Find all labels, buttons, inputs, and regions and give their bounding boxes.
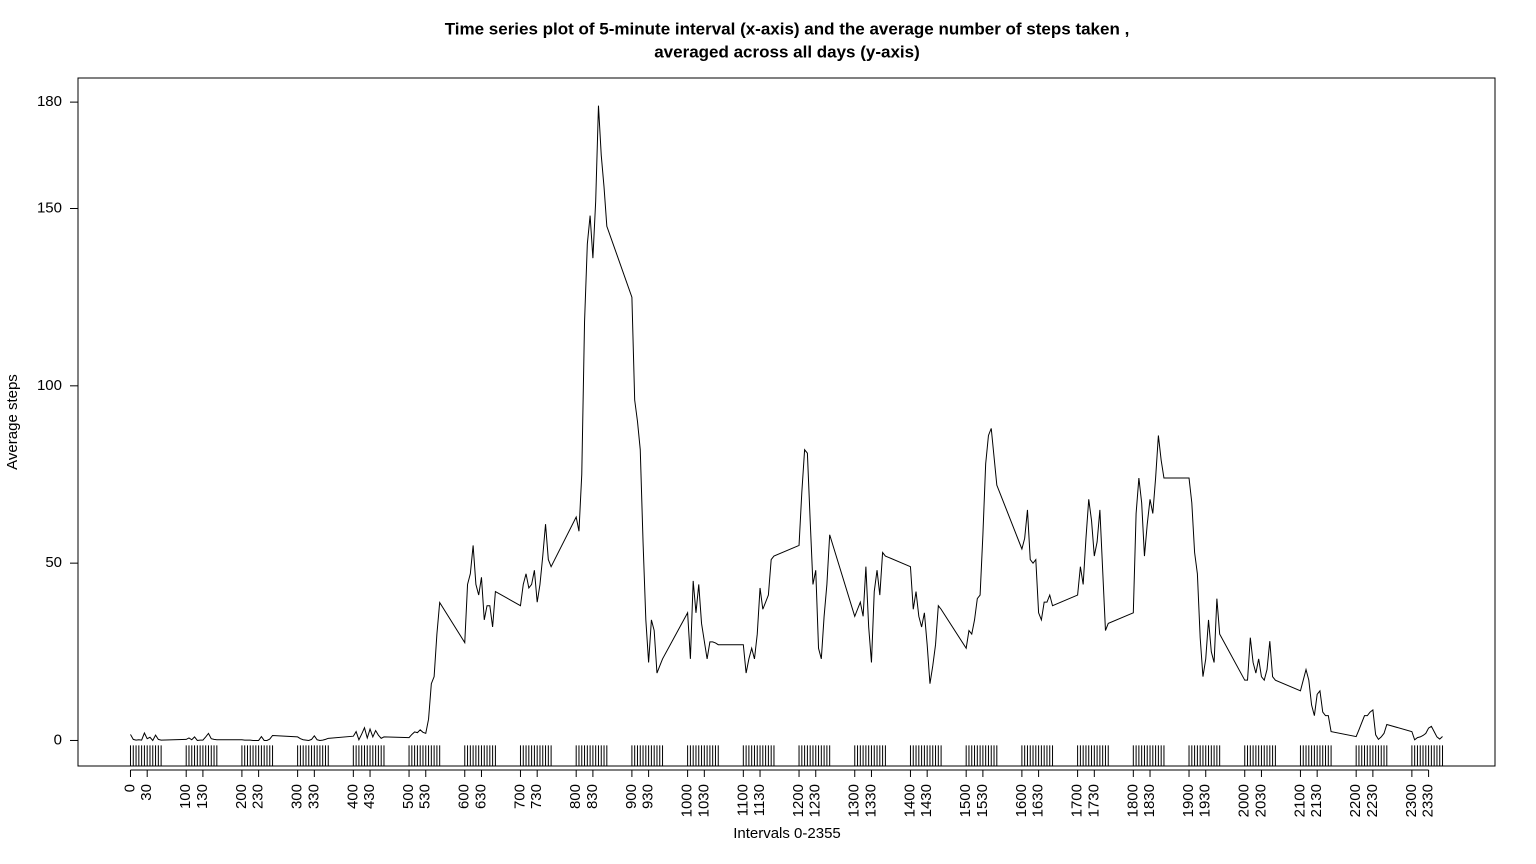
x-tick-label: 400: [344, 784, 361, 809]
x-axis-label: Intervals 0-2355: [733, 825, 841, 842]
x-tick-label: 2100: [1291, 784, 1308, 817]
x-tick-label: 1630: [1030, 784, 1047, 817]
x-tick-label: 1030: [695, 784, 712, 817]
chart-title: averaged across all days (y-axis): [654, 42, 920, 61]
y-tick-label: 150: [37, 199, 62, 216]
x-tick-label: 1530: [974, 784, 991, 817]
x-tick-label: 130: [194, 784, 211, 809]
x-tick-label: 1730: [1085, 784, 1102, 817]
x-tick-label: 2300: [1403, 784, 1420, 817]
x-tick-label: 200: [233, 784, 250, 809]
y-tick-label: 100: [37, 377, 62, 394]
x-tick-label: 630: [472, 784, 489, 809]
x-tick-label: 100: [177, 784, 194, 809]
x-tick-label: 1900: [1180, 784, 1197, 817]
y-tick-label: 180: [37, 93, 62, 110]
x-tick-label: 1200: [790, 784, 807, 817]
x-tick-label: 330: [305, 784, 322, 809]
x-tick-label: 700: [511, 784, 528, 809]
x-tick-label: 430: [361, 784, 378, 809]
x-tick-label: 500: [400, 784, 417, 809]
x-tick-label: 730: [528, 784, 545, 809]
x-tick-label: 1430: [918, 784, 935, 817]
x-tick-label: 900: [623, 784, 640, 809]
x-tick-label: 1700: [1069, 784, 1086, 817]
x-tick-label: 1330: [862, 784, 879, 817]
x-tick-label: 1930: [1197, 784, 1214, 817]
x-tick-label: 1130: [751, 784, 768, 816]
x-tick-label: 1300: [846, 784, 863, 817]
x-tick-label: 230: [250, 784, 267, 809]
x-tick-label: 1800: [1124, 784, 1141, 817]
x-tick-label: 1600: [1013, 784, 1030, 817]
x-tick-label: 300: [289, 784, 306, 809]
x-tick-label: 2330: [1420, 784, 1437, 817]
x-tick-label: 1830: [1141, 784, 1158, 817]
x-tick-label: 800: [567, 784, 584, 809]
x-tick-label: 2030: [1252, 784, 1269, 817]
x-tick-label: 1100: [734, 784, 751, 816]
x-tick-label: 1230: [807, 784, 824, 817]
x-tick-label: 1000: [679, 784, 696, 817]
x-tick-label: 600: [456, 784, 473, 809]
x-tick-label: 2130: [1308, 784, 1325, 817]
x-tick-label: 2000: [1236, 784, 1253, 817]
x-tick-label: 2200: [1347, 784, 1364, 817]
y-tick-label: 0: [54, 731, 62, 748]
x-tick-label: 30: [138, 784, 155, 801]
y-tick-label: 50: [45, 554, 62, 571]
x-tick-label: 930: [640, 784, 657, 809]
x-tick-label: 830: [584, 784, 601, 809]
chart-title: Time series plot of 5-minute interval (x…: [445, 19, 1130, 38]
y-axis-label: Average steps: [4, 374, 21, 470]
x-tick-label: 0: [121, 784, 138, 792]
x-tick-label: 530: [417, 784, 434, 809]
x-tick-label: 1400: [901, 784, 918, 817]
data-line: [130, 105, 1443, 742]
x-tick-label: 1500: [957, 784, 974, 817]
x-tick-label: 2230: [1364, 784, 1381, 817]
